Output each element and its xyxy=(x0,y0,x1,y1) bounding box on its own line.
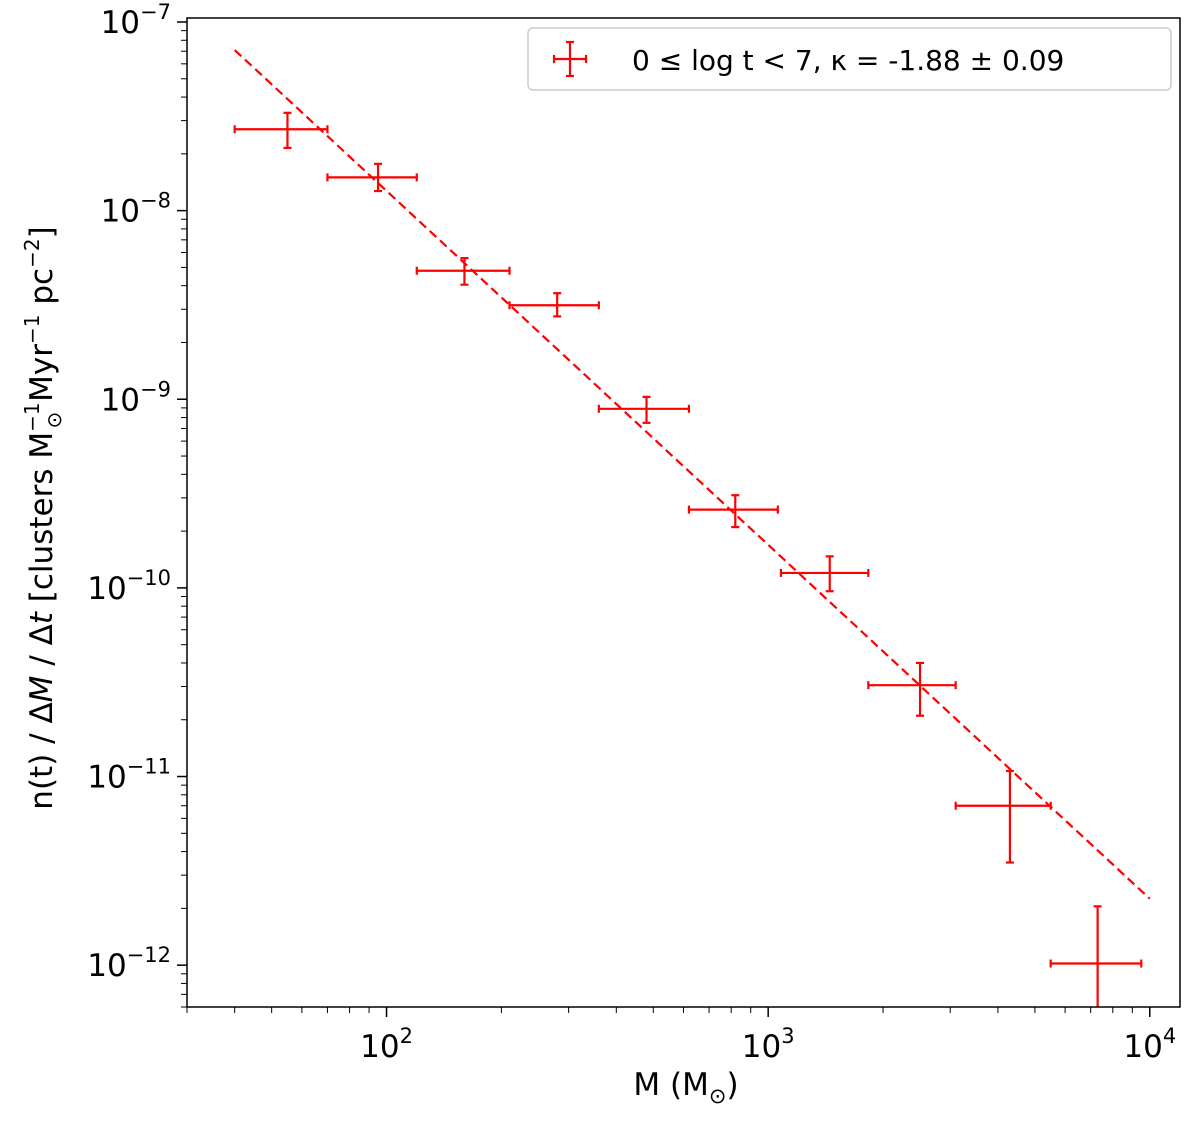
fit-layer xyxy=(233,49,1151,900)
y-axis-label: n(t) / ΔM / Δt [clusters M−1⊙ Myr−1 pc−2… xyxy=(20,226,66,809)
y-tick-label-exp: −12 xyxy=(127,943,171,967)
y-tick-label-base: 10 xyxy=(87,571,126,607)
y-tick-label-exp: −7 xyxy=(140,0,171,24)
data-point xyxy=(954,769,1052,864)
x-tick-label-base: 10 xyxy=(1123,1029,1162,1065)
y-tick-label-base: 10 xyxy=(87,948,126,984)
x-tick-label: 104 xyxy=(1123,1024,1176,1065)
y-label-f-sup: −1 xyxy=(20,314,44,343)
data-point xyxy=(1049,905,1143,1007)
y-label-f: Myr xyxy=(24,344,60,412)
x-tick-label-base: 10 xyxy=(360,1029,399,1065)
y-label-c: / Δ xyxy=(24,624,60,675)
y-tick-label: 10−8 xyxy=(101,189,171,230)
legend: 0 ≤ log t < 7, κ = -1.88 ± 0.09 xyxy=(527,27,1172,91)
data-point xyxy=(867,661,957,717)
y-label-e-sub: ⊙ xyxy=(42,412,66,429)
y-tick-label: 10−7 xyxy=(101,0,171,41)
y-label-g-sup: −2 xyxy=(20,238,44,267)
data-point xyxy=(233,111,329,150)
data-point xyxy=(508,292,600,318)
legend-marker xyxy=(552,40,588,78)
legend-label: 0 ≤ log t < 7, κ = -1.88 ± 0.09 xyxy=(632,44,1064,77)
x-tick-label-base: 10 xyxy=(742,1029,781,1065)
y-label-e-sup: −1 xyxy=(20,402,44,431)
plot-frame xyxy=(186,17,1181,1008)
fit-line xyxy=(233,49,1151,900)
points-layer xyxy=(233,111,1143,1007)
x-tick-label-exp: 2 xyxy=(400,1024,413,1048)
y-label-b: M xyxy=(24,676,60,703)
y-tick-label-exp: −8 xyxy=(140,189,171,213)
legend-box xyxy=(527,27,1172,91)
y-label-d: t xyxy=(24,610,60,624)
x-axis-label-end: ) xyxy=(726,1067,738,1103)
y-tick-label-exp: −10 xyxy=(127,566,171,590)
data-point xyxy=(326,162,418,193)
y-tick-label-base: 10 xyxy=(87,760,126,796)
y-label-g: pc xyxy=(24,268,60,315)
data-point xyxy=(779,555,870,593)
y-tick-label-base: 10 xyxy=(101,5,140,41)
y-tick-label-base: 10 xyxy=(101,194,140,230)
y-tick-label-base: 10 xyxy=(101,382,140,418)
y-tick-label: 10−10 xyxy=(87,566,171,607)
x-axis-label-main: M (M xyxy=(633,1067,708,1103)
x-axis-label-sub: ⊙ xyxy=(709,1084,727,1108)
x-axis-label: M (M⊙) xyxy=(633,1067,738,1108)
data-point xyxy=(597,395,691,424)
y-label-e: [clusters M xyxy=(24,432,60,612)
y-tick-label: 10−12 xyxy=(87,943,171,984)
y-tick-label: 10−9 xyxy=(101,377,171,418)
y-label-a: n(t) / Δ xyxy=(24,702,60,809)
y-tick-label: 10−11 xyxy=(87,755,171,796)
x-tick-label-exp: 4 xyxy=(1163,1024,1176,1048)
data-point xyxy=(415,257,511,286)
y-tick-label-exp: −9 xyxy=(140,377,171,401)
y-tick-label-exp: −11 xyxy=(127,755,171,779)
x-tick-label-exp: 3 xyxy=(781,1024,794,1048)
data-point xyxy=(687,494,779,529)
x-tick-label: 103 xyxy=(742,1024,795,1065)
y-label-h: ] xyxy=(24,226,60,238)
x-tick-label: 102 xyxy=(360,1024,413,1065)
